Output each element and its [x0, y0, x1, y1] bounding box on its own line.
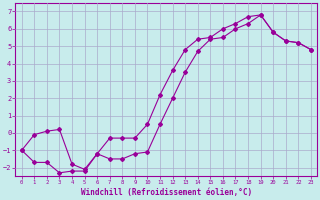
X-axis label: Windchill (Refroidissement éolien,°C): Windchill (Refroidissement éolien,°C)	[81, 188, 252, 197]
